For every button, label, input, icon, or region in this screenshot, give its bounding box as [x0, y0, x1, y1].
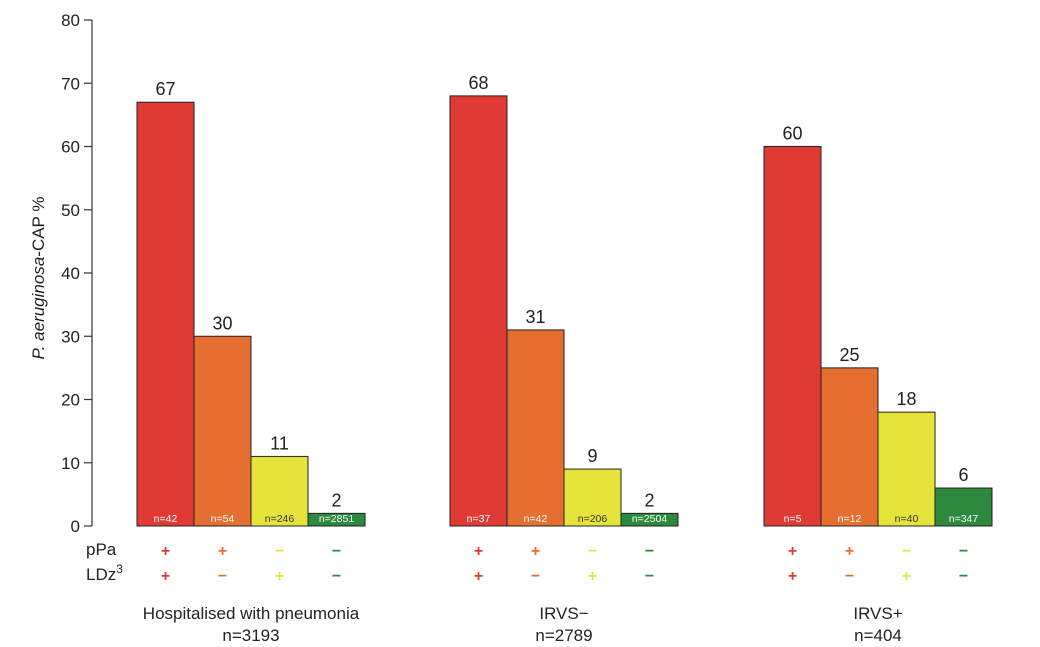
ppa-sign: + — [161, 543, 170, 560]
count-label: n=42 — [524, 513, 548, 525]
ldz-sign: + — [788, 568, 797, 585]
group-n: n=3193 — [222, 626, 279, 645]
count-label: n=206 — [578, 513, 608, 525]
ppa-sign: − — [902, 543, 911, 560]
y-tick-label: 10 — [61, 454, 80, 473]
count-label: n=2504 — [632, 513, 667, 525]
group-label: Hospitalised with pneumonia — [143, 604, 360, 623]
ppa-sign: − — [275, 543, 284, 560]
ldz-sign: + — [588, 568, 597, 585]
group-n: n=404 — [854, 626, 902, 645]
row-label-ldz-sup: 3 — [116, 562, 123, 576]
ppa-sign: − — [332, 543, 341, 560]
count-label: n=246 — [265, 513, 295, 525]
ppa-sign: + — [845, 543, 854, 560]
value-label: 2 — [331, 490, 341, 510]
y-tick-label: 0 — [71, 517, 80, 536]
group-labels: Hospitalised with pneumonia n=3193 IRVS− n=… — [143, 604, 903, 645]
ldz-sign: − — [218, 568, 227, 585]
count-label: n=347 — [949, 513, 979, 525]
row-label-ldz-text: LDz — [86, 565, 116, 584]
ldz-sign: − — [645, 568, 654, 585]
sign-rows: pPa LDz3 + + + − − + − − + + + − − + − − + + + − − + − − — [86, 540, 968, 585]
bars: 67 n=42 30 n=54 11 n=246 2 n=2851 68 n=37 31 n=42 9 n… — [136, 73, 993, 527]
count-label: n=42 — [154, 513, 178, 525]
bar — [877, 411, 936, 527]
y-tick-label: 30 — [61, 327, 80, 346]
ldz-sign: − — [531, 568, 540, 585]
bar — [250, 455, 309, 527]
row-label-ppa: pPa — [86, 540, 117, 559]
y-tick-label: 80 — [61, 11, 80, 30]
y-tick-label: 50 — [61, 201, 80, 220]
bar — [620, 512, 679, 527]
ppa-sign: − — [959, 543, 968, 560]
y-tick-label: 60 — [61, 138, 80, 157]
bar — [820, 367, 879, 527]
y-tick-label: 70 — [61, 74, 80, 93]
count-label: n=37 — [467, 513, 491, 525]
ldz-sign: + — [902, 568, 911, 585]
bar — [563, 468, 622, 527]
group-label: IRVS− — [539, 604, 588, 623]
ldz-sign: − — [845, 568, 854, 585]
bar — [934, 487, 993, 527]
value-label: 18 — [896, 389, 916, 409]
ldz-sign: + — [275, 568, 284, 585]
y-axis: 0 10 20 30 40 50 60 70 80 — [61, 11, 93, 536]
value-label: 31 — [525, 307, 545, 327]
bar — [449, 95, 508, 527]
bar — [506, 329, 565, 527]
count-label: n=2851 — [319, 513, 354, 525]
ppa-sign: + — [474, 543, 483, 560]
group-n: n=2789 — [535, 626, 592, 645]
value-label: 11 — [270, 433, 289, 453]
ppa-sign: − — [645, 543, 654, 560]
value-label: 60 — [782, 124, 802, 144]
row-label-ldz: LDz3 — [86, 562, 123, 584]
value-label: 67 — [155, 79, 175, 99]
group-label: IRVS+ — [853, 604, 902, 623]
count-label: n=40 — [895, 513, 919, 525]
count-label: n=54 — [211, 513, 235, 525]
y-axis-label: P. aeruginosa-CAP % — [29, 197, 48, 360]
bar — [136, 101, 195, 527]
ldz-sign: − — [959, 568, 968, 585]
y-tick-label: 40 — [61, 264, 80, 283]
ldz-sign: + — [161, 568, 170, 585]
value-label: 9 — [587, 446, 597, 466]
bar — [193, 335, 252, 527]
count-label: n=12 — [838, 513, 862, 525]
count-label: n=5 — [784, 513, 802, 525]
value-label: 68 — [468, 73, 488, 93]
ppa-sign: + — [531, 543, 540, 560]
value-label: 6 — [958, 465, 968, 485]
value-label: 25 — [839, 345, 859, 365]
bar — [763, 146, 822, 527]
ppa-sign: + — [218, 543, 227, 560]
ldz-sign: − — [332, 568, 341, 585]
ppa-sign: + — [788, 543, 797, 560]
ldz-sign: + — [474, 568, 483, 585]
value-label: 30 — [212, 313, 232, 333]
value-label: 2 — [644, 490, 654, 510]
bar — [307, 512, 366, 527]
y-tick-label: 20 — [61, 391, 80, 410]
ppa-sign: − — [588, 543, 597, 560]
